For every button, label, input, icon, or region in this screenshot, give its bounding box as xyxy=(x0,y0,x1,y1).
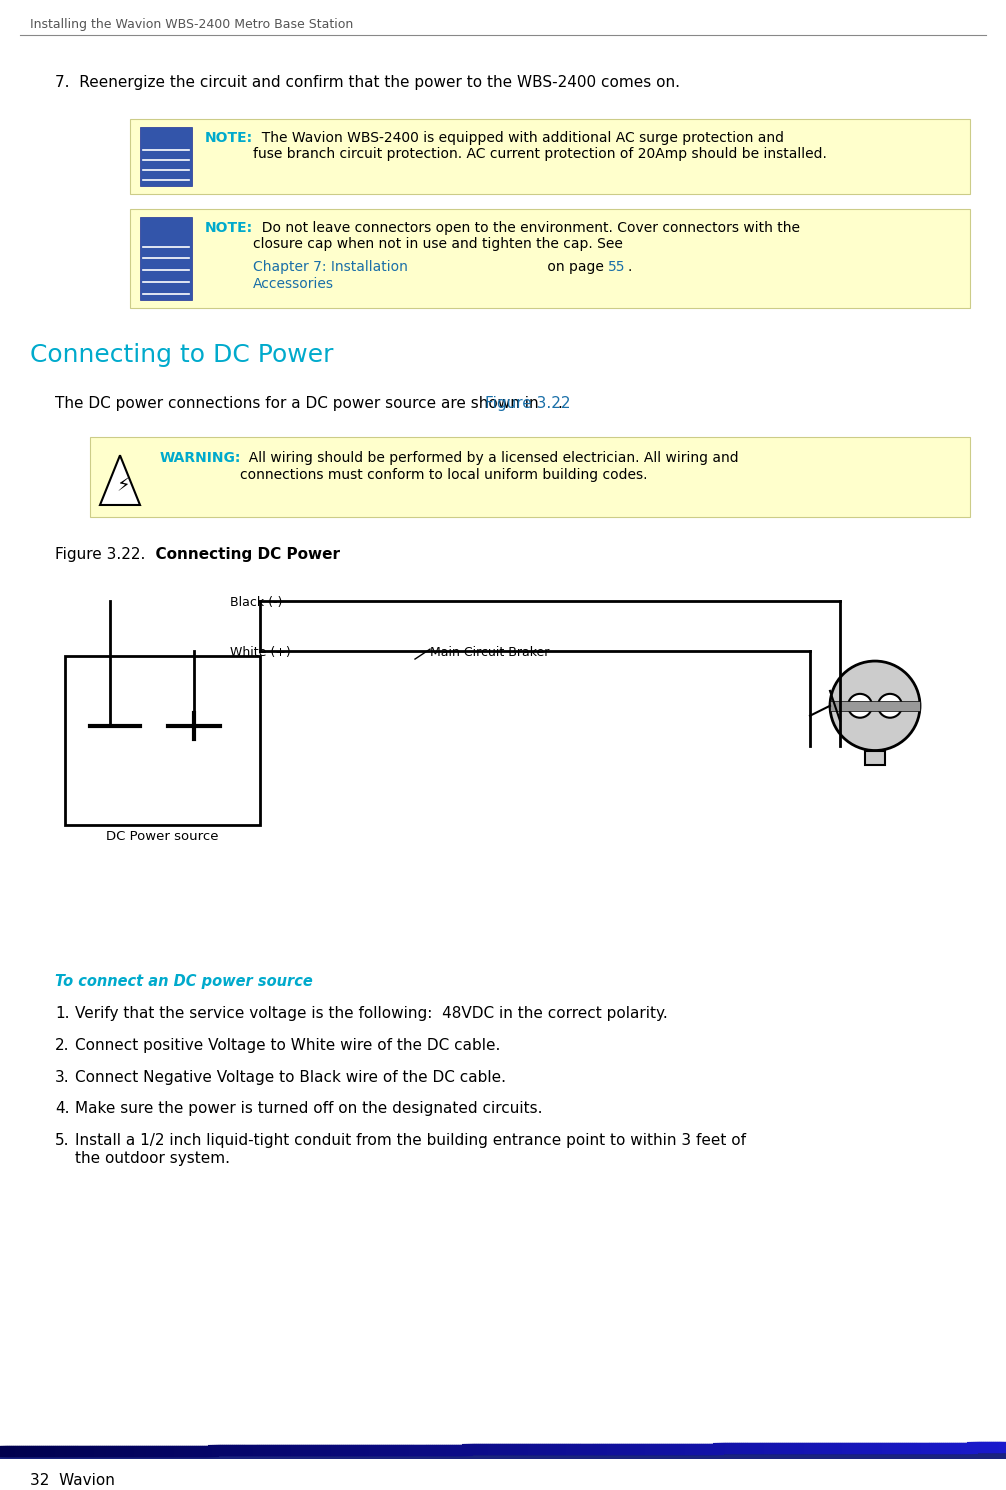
Text: 1.: 1. xyxy=(55,1006,69,1021)
Text: .: . xyxy=(557,396,562,411)
FancyBboxPatch shape xyxy=(90,438,970,517)
Text: All wiring should be performed by a licensed electrician. All wiring and
connect: All wiring should be performed by a lice… xyxy=(240,451,738,481)
Text: 55: 55 xyxy=(608,261,626,274)
Text: Main Circuit Braker: Main Circuit Braker xyxy=(430,647,549,659)
Bar xyxy=(0,1451,1006,1459)
Text: Verify that the service voltage is the following:  48VDC in the correct polarity: Verify that the service voltage is the f… xyxy=(75,1006,668,1021)
Text: Connecting DC Power: Connecting DC Power xyxy=(145,547,340,562)
Text: Chapter 7: Installation
Accessories: Chapter 7: Installation Accessories xyxy=(253,261,407,291)
Polygon shape xyxy=(100,456,140,505)
Text: Do not leave connectors open to the environment. Cover connectors with the
closu: Do not leave connectors open to the envi… xyxy=(253,221,800,250)
Text: Figure 3.22: Figure 3.22 xyxy=(485,396,570,411)
Text: ⚡: ⚡ xyxy=(116,475,130,495)
Text: on page: on page xyxy=(543,261,609,274)
Bar xyxy=(865,751,885,766)
Text: 32  Wavion: 32 Wavion xyxy=(30,1474,115,1489)
FancyBboxPatch shape xyxy=(140,216,192,299)
Text: Connect positive Voltage to White wire of the DC cable.: Connect positive Voltage to White wire o… xyxy=(75,1039,500,1053)
Text: 2.: 2. xyxy=(55,1039,69,1053)
Circle shape xyxy=(830,662,920,751)
FancyBboxPatch shape xyxy=(130,209,970,308)
Text: Installing the Wavion WBS-2400 Metro Base Station: Installing the Wavion WBS-2400 Metro Bas… xyxy=(30,18,353,31)
Circle shape xyxy=(848,694,872,718)
Text: DC Power source: DC Power source xyxy=(107,830,218,843)
Circle shape xyxy=(878,694,902,718)
Text: 7.  Reenergize the circuit and confirm that the power to the WBS-2400 comes on.: 7. Reenergize the circuit and confirm th… xyxy=(55,74,680,89)
Text: The Wavion WBS-2400 is equipped with additional AC surge protection and
fuse bra: The Wavion WBS-2400 is equipped with add… xyxy=(253,131,827,161)
Text: To connect an DC power source: To connect an DC power source xyxy=(55,974,313,989)
Text: NOTE:: NOTE: xyxy=(205,131,254,145)
Text: Black (-): Black (-) xyxy=(230,596,283,609)
Text: NOTE:: NOTE: xyxy=(205,221,254,235)
Text: 3.: 3. xyxy=(55,1070,69,1085)
Text: Connecting to DC Power: Connecting to DC Power xyxy=(30,343,334,367)
Text: Make sure the power is turned off on the designated circuits.: Make sure the power is turned off on the… xyxy=(75,1101,542,1116)
Bar xyxy=(65,656,260,825)
Text: 4.: 4. xyxy=(55,1101,69,1116)
Text: White (+): White (+) xyxy=(230,647,291,659)
Bar xyxy=(830,700,920,711)
Text: WARNING:: WARNING: xyxy=(160,451,241,465)
Text: 5.: 5. xyxy=(55,1134,69,1149)
Text: Figure 3.22.: Figure 3.22. xyxy=(55,547,146,562)
Text: .: . xyxy=(628,261,633,274)
Text: Install a 1/2 inch liquid-tight conduit from the building entrance point to with: Install a 1/2 inch liquid-tight conduit … xyxy=(75,1134,746,1165)
Text: The DC power connections for a DC power source are shown in: The DC power connections for a DC power … xyxy=(55,396,543,411)
FancyBboxPatch shape xyxy=(130,119,970,194)
FancyBboxPatch shape xyxy=(140,127,192,186)
Text: Connect Negative Voltage to Black wire of the DC cable.: Connect Negative Voltage to Black wire o… xyxy=(75,1070,506,1085)
